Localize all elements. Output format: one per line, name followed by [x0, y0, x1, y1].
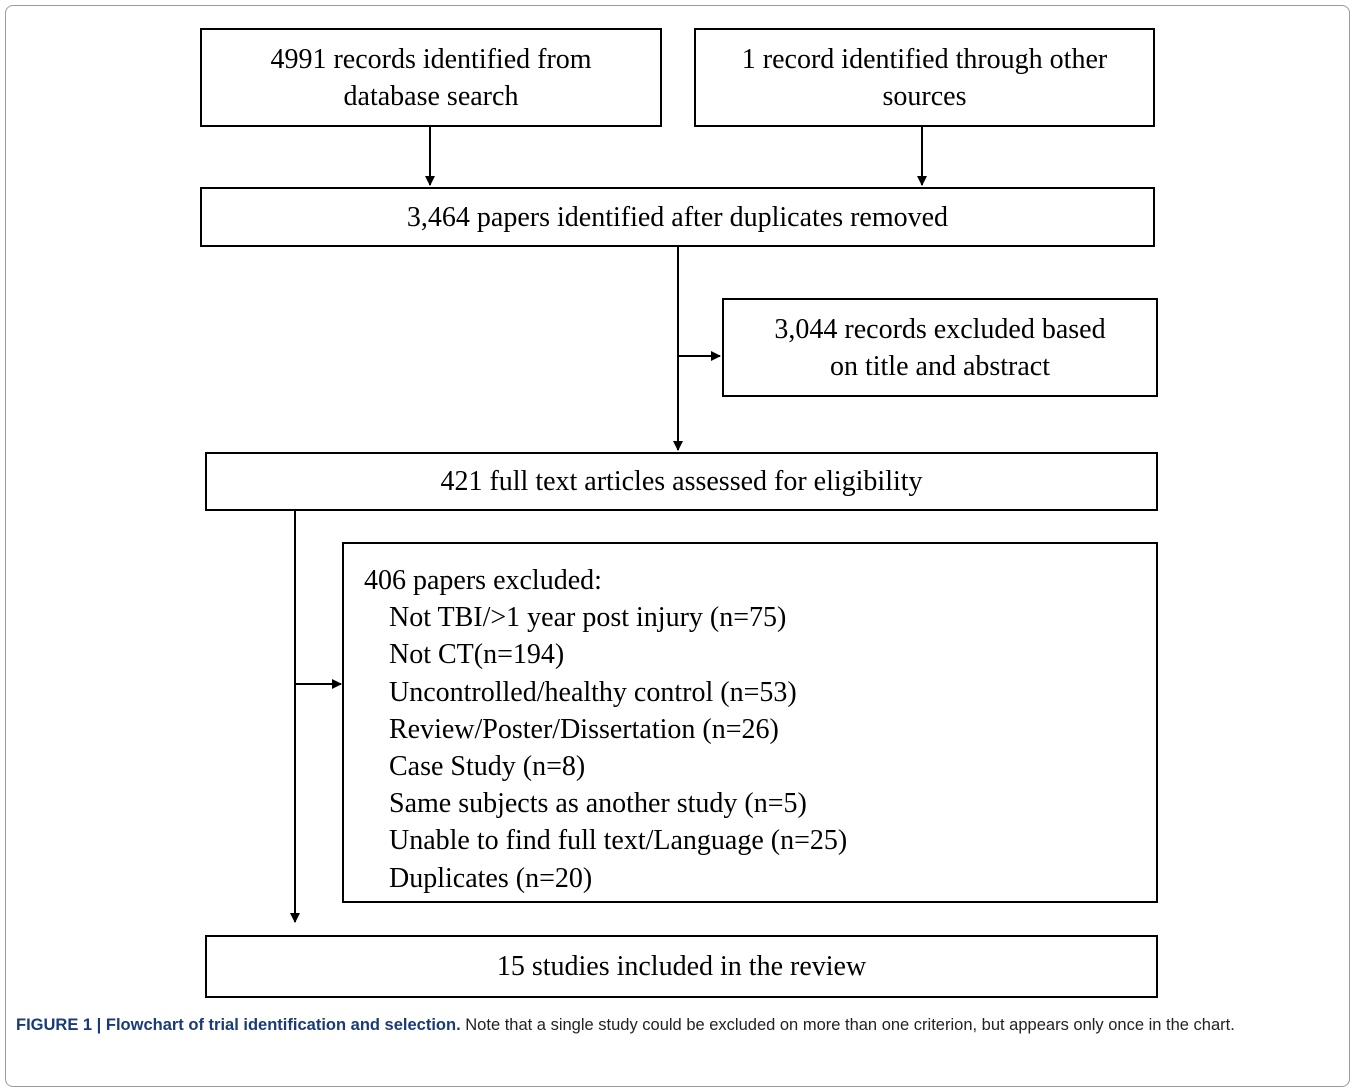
box-text: on title and abstract	[829, 350, 1051, 382]
caption-label: FIGURE 1 | Flowchart of trial identifica…	[16, 1016, 461, 1034]
box-full-text: 421 full text articles assessed for elig…	[205, 452, 1158, 511]
box-text: 421 full text articles assessed for elig…	[440, 466, 923, 497]
box-excluded-papers: 406 papers excluded: Not TBI/>1 year pos…	[342, 542, 1158, 903]
box-database: 4991 records identified from database se…	[200, 28, 662, 127]
box-included: 15 studies included in the review	[205, 935, 1158, 998]
exclusion-item: Case Study (n=8)	[389, 751, 586, 783]
box-title: 406 papers excluded:	[364, 565, 602, 596]
box-deduplicated: 3,464 papers identified after duplicates…	[200, 187, 1155, 247]
figure-frame	[5, 5, 1350, 1087]
exclusion-item: Not CT(n=194)	[389, 639, 565, 671]
exclusion-item: Same subjects as another study (n=5)	[389, 788, 807, 820]
exclusion-item: Not TBI/>1 year post injury (n=75)	[389, 602, 787, 634]
box-excluded-title: 3,044 records excluded based on title an…	[722, 298, 1158, 397]
caption: FIGURE 1 | Flowchart of trial identifica…	[16, 1012, 1336, 1038]
box-other-sources: 1 record identified through other source…	[694, 28, 1155, 127]
exclusion-item: Unable to find full text/Language (n=25)	[389, 825, 848, 857]
caption-text: Note that a single study could be exclud…	[465, 1016, 1235, 1034]
box-text: 15 studies included in the review	[496, 951, 867, 982]
box-text: 4991 records identified from	[270, 43, 592, 75]
exclusion-item: Uncontrolled/healthy control (n=53)	[389, 676, 797, 708]
exclusion-item: Duplicates (n=20)	[389, 862, 593, 894]
exclusion-item: Review/Poster/Dissertation (n=26)	[389, 713, 779, 745]
box-text: 3,044 records excluded based	[774, 313, 1106, 345]
box-text: sources	[882, 80, 967, 112]
box-text: 3,464 papers identified after duplicates…	[406, 201, 949, 233]
box-text: database search	[343, 80, 519, 112]
box-text: 1 record identified through other	[741, 43, 1108, 75]
